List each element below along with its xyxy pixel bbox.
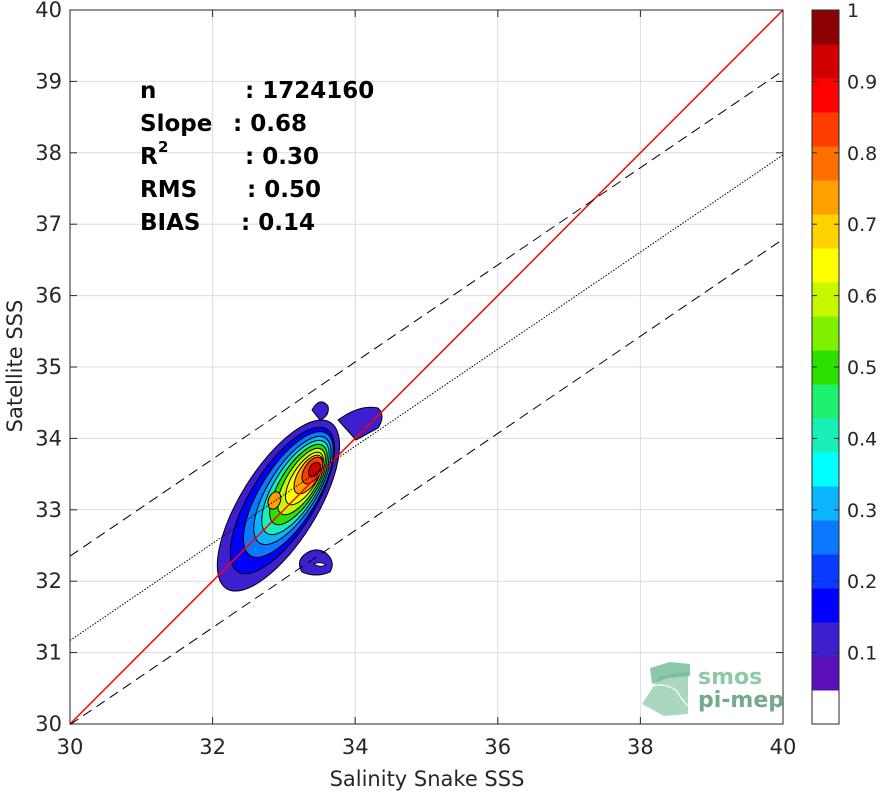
colorbar-swatch	[812, 384, 839, 419]
colorbar-swatch	[812, 622, 839, 657]
density-contour-level-10	[307, 461, 321, 478]
colorbar-swatch	[812, 554, 839, 589]
colorbar-tick-label: 0.5	[847, 357, 877, 379]
colorbar-swatch	[812, 112, 839, 147]
density-contour-lobe-bottom	[298, 549, 333, 576]
reference-lines	[69, 9, 784, 726]
density-contour-lobe-right	[337, 406, 383, 441]
stat-label: n	[140, 78, 156, 104]
density-contour-lobe-top	[311, 401, 329, 421]
watermark-logo: smos pi-mep	[642, 662, 784, 716]
density-contour-hole	[313, 562, 327, 567]
watermark-line2: pi-mep	[698, 688, 784, 713]
colorbar-swatch	[812, 520, 839, 555]
colorbar-tick-label: 1	[847, 0, 859, 22]
y-tick-label: 36	[35, 284, 62, 308]
colorbar-swatch	[812, 180, 839, 215]
colorbar-swatch	[812, 588, 839, 623]
stat-value: : 0.30	[245, 144, 319, 170]
y-tick-label: 37	[35, 212, 62, 236]
colorbar-swatch	[812, 282, 839, 317]
colorbar-tick-label: 0.9	[847, 71, 877, 93]
x-tick-label: 32	[199, 735, 226, 759]
colorbar-swatch	[812, 690, 839, 725]
colorbar-swatch	[812, 486, 839, 521]
stat-label: Slope	[140, 111, 212, 137]
stat-value: : 0.50	[247, 177, 321, 203]
colorbar-tick-label: 0.6	[847, 286, 877, 308]
y-axis-label: Satellite SSS	[3, 300, 27, 433]
colorbar-tick-label: 0.3	[847, 500, 877, 522]
y-tick-label: 31	[35, 641, 62, 665]
watermark-line1: smos	[698, 665, 762, 690]
y-tick-label: 32	[35, 569, 62, 593]
colorbar-swatch	[812, 418, 839, 453]
grid-lines	[69, 9, 784, 725]
y-tick-label: 33	[35, 498, 62, 522]
colorbar-swatch	[812, 656, 839, 691]
colorbar-swatch	[812, 248, 839, 283]
x-axis-ticks: 30 32 34 36 38 40	[57, 10, 797, 759]
stat-label: RMS	[140, 177, 197, 203]
x-tick-label: 34	[342, 735, 369, 759]
x-axis-label: Salinity Snake SSS	[330, 767, 525, 791]
stats-panel: n : 1724160 Slope : 0.68 R 2 : 0.30 RMS : 0.50 BI…	[140, 78, 374, 236]
smos-wave-icon	[642, 662, 690, 716]
colorbar-swatch	[812, 10, 839, 45]
colorbar-swatch	[812, 146, 839, 181]
colorbar-tick-label: 0.7	[847, 214, 877, 236]
stat-value: : 1724160	[245, 78, 374, 104]
x-tick-label: 38	[627, 735, 654, 759]
y-tick-label: 30	[35, 712, 62, 736]
colorbar-tick-label: 0.1	[847, 643, 877, 665]
x-tick-label: 40	[770, 735, 797, 759]
colorbar-swatch	[812, 214, 839, 249]
line-identity	[69, 9, 784, 725]
colorbar-tick-label: 0.8	[847, 143, 877, 165]
y-tick-label: 39	[35, 69, 62, 93]
colorbar-tick-label: 0.2	[847, 571, 877, 593]
stat-label: BIAS	[140, 210, 200, 236]
y-tick-label: 35	[35, 355, 62, 379]
colorbar-swatch	[812, 44, 839, 79]
stat-value: : 0.68	[233, 111, 307, 137]
colorbar-swatch	[812, 452, 839, 487]
x-tick-label: 36	[484, 735, 511, 759]
colorbar-tick-label: 0.4	[847, 428, 877, 450]
y-axis-ticks: 30 31 32 33 34 35 36 37 38 39 40	[35, 0, 783, 736]
stat-label: R	[140, 144, 158, 170]
colorbar-swatch	[812, 316, 839, 351]
colorbar-swatch	[812, 78, 839, 113]
x-tick-label: 30	[57, 735, 84, 759]
colorbar: 0.1 0.2 0.3 0.4 0.5 0.6 0.7 0.8 0.9 1	[811, 0, 877, 725]
y-tick-label: 40	[35, 0, 62, 22]
y-tick-label: 34	[35, 426, 62, 450]
density-contour-secondary-peak	[267, 491, 282, 510]
stat-label-superscript: 2	[158, 138, 168, 156]
stat-value: : 0.14	[241, 210, 315, 236]
y-tick-label: 38	[35, 141, 62, 165]
